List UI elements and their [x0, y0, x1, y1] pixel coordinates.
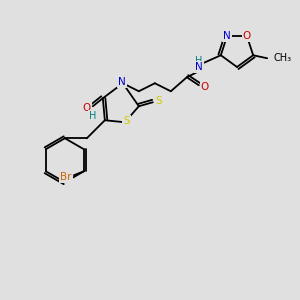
- Text: N: N: [118, 77, 126, 87]
- Text: O: O: [243, 31, 251, 41]
- Text: N: N: [195, 62, 203, 72]
- Text: S: S: [155, 96, 162, 106]
- Text: S: S: [124, 116, 130, 126]
- Text: H: H: [89, 111, 97, 121]
- Text: N: N: [223, 31, 231, 41]
- Text: O: O: [201, 82, 209, 92]
- Text: H: H: [195, 56, 202, 66]
- Text: O: O: [83, 103, 91, 113]
- Text: Br: Br: [60, 172, 72, 182]
- Text: CH₃: CH₃: [273, 53, 291, 63]
